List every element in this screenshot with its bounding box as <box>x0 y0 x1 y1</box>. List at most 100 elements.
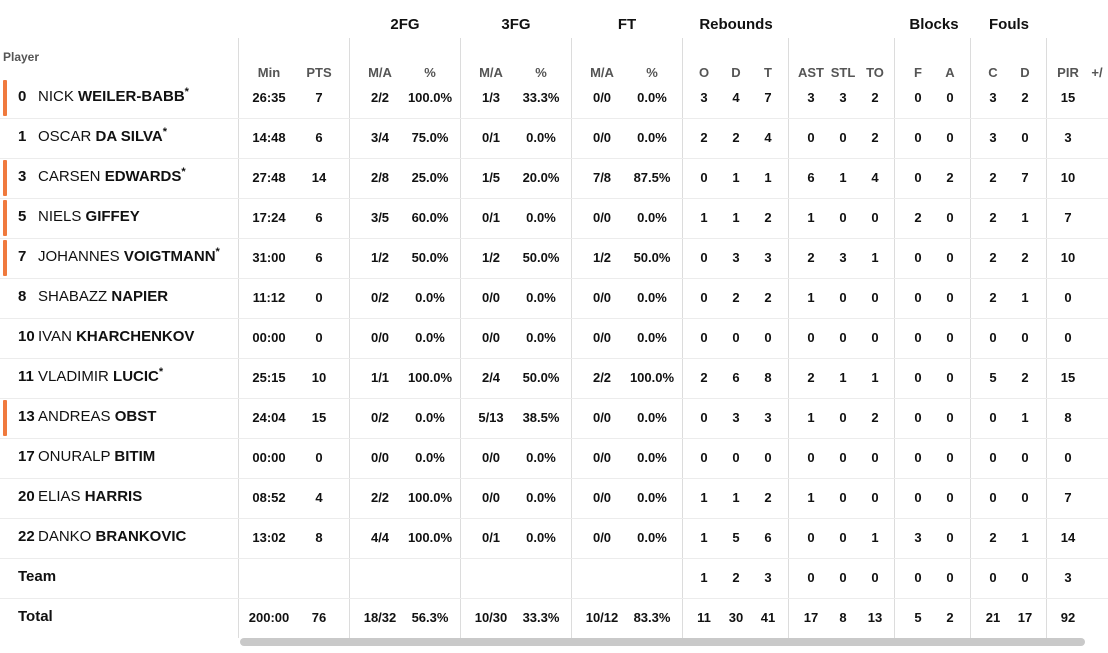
column-divider <box>460 38 461 638</box>
stat-pts: 7 <box>315 90 323 105</box>
player-name-link[interactable]: IVAN KHARCHENKOV <box>38 328 194 345</box>
stat-fg2-pct: 56.3% <box>411 610 449 625</box>
stat-fg2-ma: 3/5 <box>370 210 390 225</box>
stat-pts: 10 <box>311 370 327 385</box>
row-divider <box>0 438 1108 439</box>
header-reb-d: D <box>731 65 741 80</box>
stat-pts: 14 <box>311 170 327 185</box>
header-blocks-f: F <box>914 65 922 80</box>
header-ast: AST <box>798 65 824 80</box>
stat-pir: 3 <box>1064 570 1072 585</box>
stat-fd: 0 <box>1021 450 1029 465</box>
stat-d: 0 <box>732 330 740 345</box>
player-last-name: VOIGTMANN <box>123 248 216 265</box>
stat-bf: 0 <box>914 370 922 385</box>
stat-ft-pct: 100.0% <box>629 370 675 385</box>
stat-fg2-ma: 1/2 <box>370 250 390 265</box>
player-number: 8 <box>18 288 27 305</box>
player-name-link[interactable]: ELIAS HARRIS <box>38 488 142 505</box>
player-first-name: ANDREAS <box>38 408 111 425</box>
header-2fg: 2FG <box>390 16 420 33</box>
stat-fg2-pct: 25.0% <box>411 170 449 185</box>
player-last-name: WEILER-BABB <box>78 88 185 105</box>
stat-fd: 1 <box>1021 210 1029 225</box>
stat-t: 6 <box>764 530 772 545</box>
stat-to: 1 <box>871 250 879 265</box>
stat-ast: 1 <box>807 290 815 305</box>
header-stl: STL <box>830 65 856 80</box>
player-name-link[interactable]: ANDREAS OBST <box>38 408 156 425</box>
stat-fg2-ma: 4/4 <box>370 530 390 545</box>
player-name-link[interactable]: JOHANNES VOIGTMANN* <box>38 247 220 266</box>
stat-to: 2 <box>871 130 879 145</box>
header-pts: PTS <box>306 65 332 80</box>
header-player: Player <box>3 50 40 64</box>
header-fouls-d: D <box>1020 65 1030 80</box>
stat-fg2-ma: 1/1 <box>370 370 390 385</box>
player-first-name: ELIAS <box>38 488 81 505</box>
stat-fd: 0 <box>1021 570 1029 585</box>
column-divider <box>970 38 971 638</box>
player-first-name: NIELS <box>38 208 82 225</box>
stat-pir: 7 <box>1064 490 1072 505</box>
player-name-link[interactable]: NIELS GIFFEY <box>38 208 140 225</box>
stat-ft-ma: 0/0 <box>592 530 612 545</box>
stat-ft-pct: 87.5% <box>633 170 671 185</box>
player-first-name: JOHANNES <box>38 248 120 265</box>
stat-t: 2 <box>764 290 772 305</box>
player-first-name: NICK <box>38 88 74 105</box>
player-name-link[interactable]: VLADIMIR LUCIC* <box>38 367 163 386</box>
player-name-link[interactable]: SHABAZZ NAPIER <box>38 288 168 305</box>
player-first-name: ONURALP <box>38 448 111 465</box>
stat-stl: 0 <box>839 450 847 465</box>
row-divider <box>0 118 1108 119</box>
stat-fg2-ma: 3/4 <box>370 130 390 145</box>
player-name-link[interactable]: OSCAR DA SILVA* <box>38 127 167 146</box>
player-name-link[interactable]: CARSEN EDWARDS* <box>38 167 186 186</box>
header-fouls: Fouls <box>989 16 1029 33</box>
player-last-name: GIFFEY <box>85 208 140 225</box>
stat-pir: 0 <box>1064 330 1072 345</box>
stat-bf: 0 <box>914 450 922 465</box>
stat-min: 25:15 <box>252 370 286 385</box>
player-first-name: VLADIMIR <box>38 368 109 385</box>
player-name-link[interactable]: ONURALP BITIM <box>38 448 155 465</box>
stat-ft-ma: 0/0 <box>592 290 612 305</box>
stat-ast: 0 <box>807 530 815 545</box>
player-number: 20 <box>18 488 35 505</box>
stat-ft-ma: 0/0 <box>592 130 612 145</box>
player-name-link[interactable]: NICK WEILER-BABB* <box>38 87 189 106</box>
stat-min: 00:00 <box>252 450 286 465</box>
stat-ba: 0 <box>946 370 954 385</box>
stat-fg3-ma: 1/3 <box>481 90 501 105</box>
stat-fg3-pct: 38.5% <box>522 410 560 425</box>
horizontal-scrollbar[interactable] <box>240 638 1085 646</box>
stat-min: 26:35 <box>252 90 286 105</box>
player-name-link[interactable]: DANKO BRANKOVIC <box>38 528 186 545</box>
stat-ast: 2 <box>807 370 815 385</box>
stat-t: 2 <box>764 490 772 505</box>
stat-to: 1 <box>871 530 879 545</box>
row-divider <box>0 518 1108 519</box>
stat-ft-ma: 10/12 <box>585 610 619 625</box>
stat-min: 24:04 <box>252 410 286 425</box>
header-rebounds: Rebounds <box>699 16 773 33</box>
stat-bf: 0 <box>914 330 922 345</box>
stat-fg2-ma: 2/2 <box>370 490 390 505</box>
header-3fg-pct: % <box>535 65 547 80</box>
stat-fd: 7 <box>1021 170 1029 185</box>
stat-ft-pct: 0.0% <box>637 330 667 345</box>
stat-ft-ma: 0/0 <box>592 210 612 225</box>
stat-fd: 0 <box>1021 130 1029 145</box>
stat-ft-ma: 0/0 <box>592 450 612 465</box>
player-number: 13 <box>18 408 35 425</box>
stat-min: 11:12 <box>252 290 286 305</box>
stat-ft-pct: 83.3% <box>633 610 671 625</box>
stat-o: 0 <box>700 450 708 465</box>
stat-ba: 0 <box>946 570 954 585</box>
header-pir: PIR <box>1057 65 1079 80</box>
stat-d: 5 <box>732 530 740 545</box>
player-number: 1 <box>18 128 27 145</box>
stat-fc: 5 <box>989 370 997 385</box>
stat-o: 1 <box>700 570 708 585</box>
